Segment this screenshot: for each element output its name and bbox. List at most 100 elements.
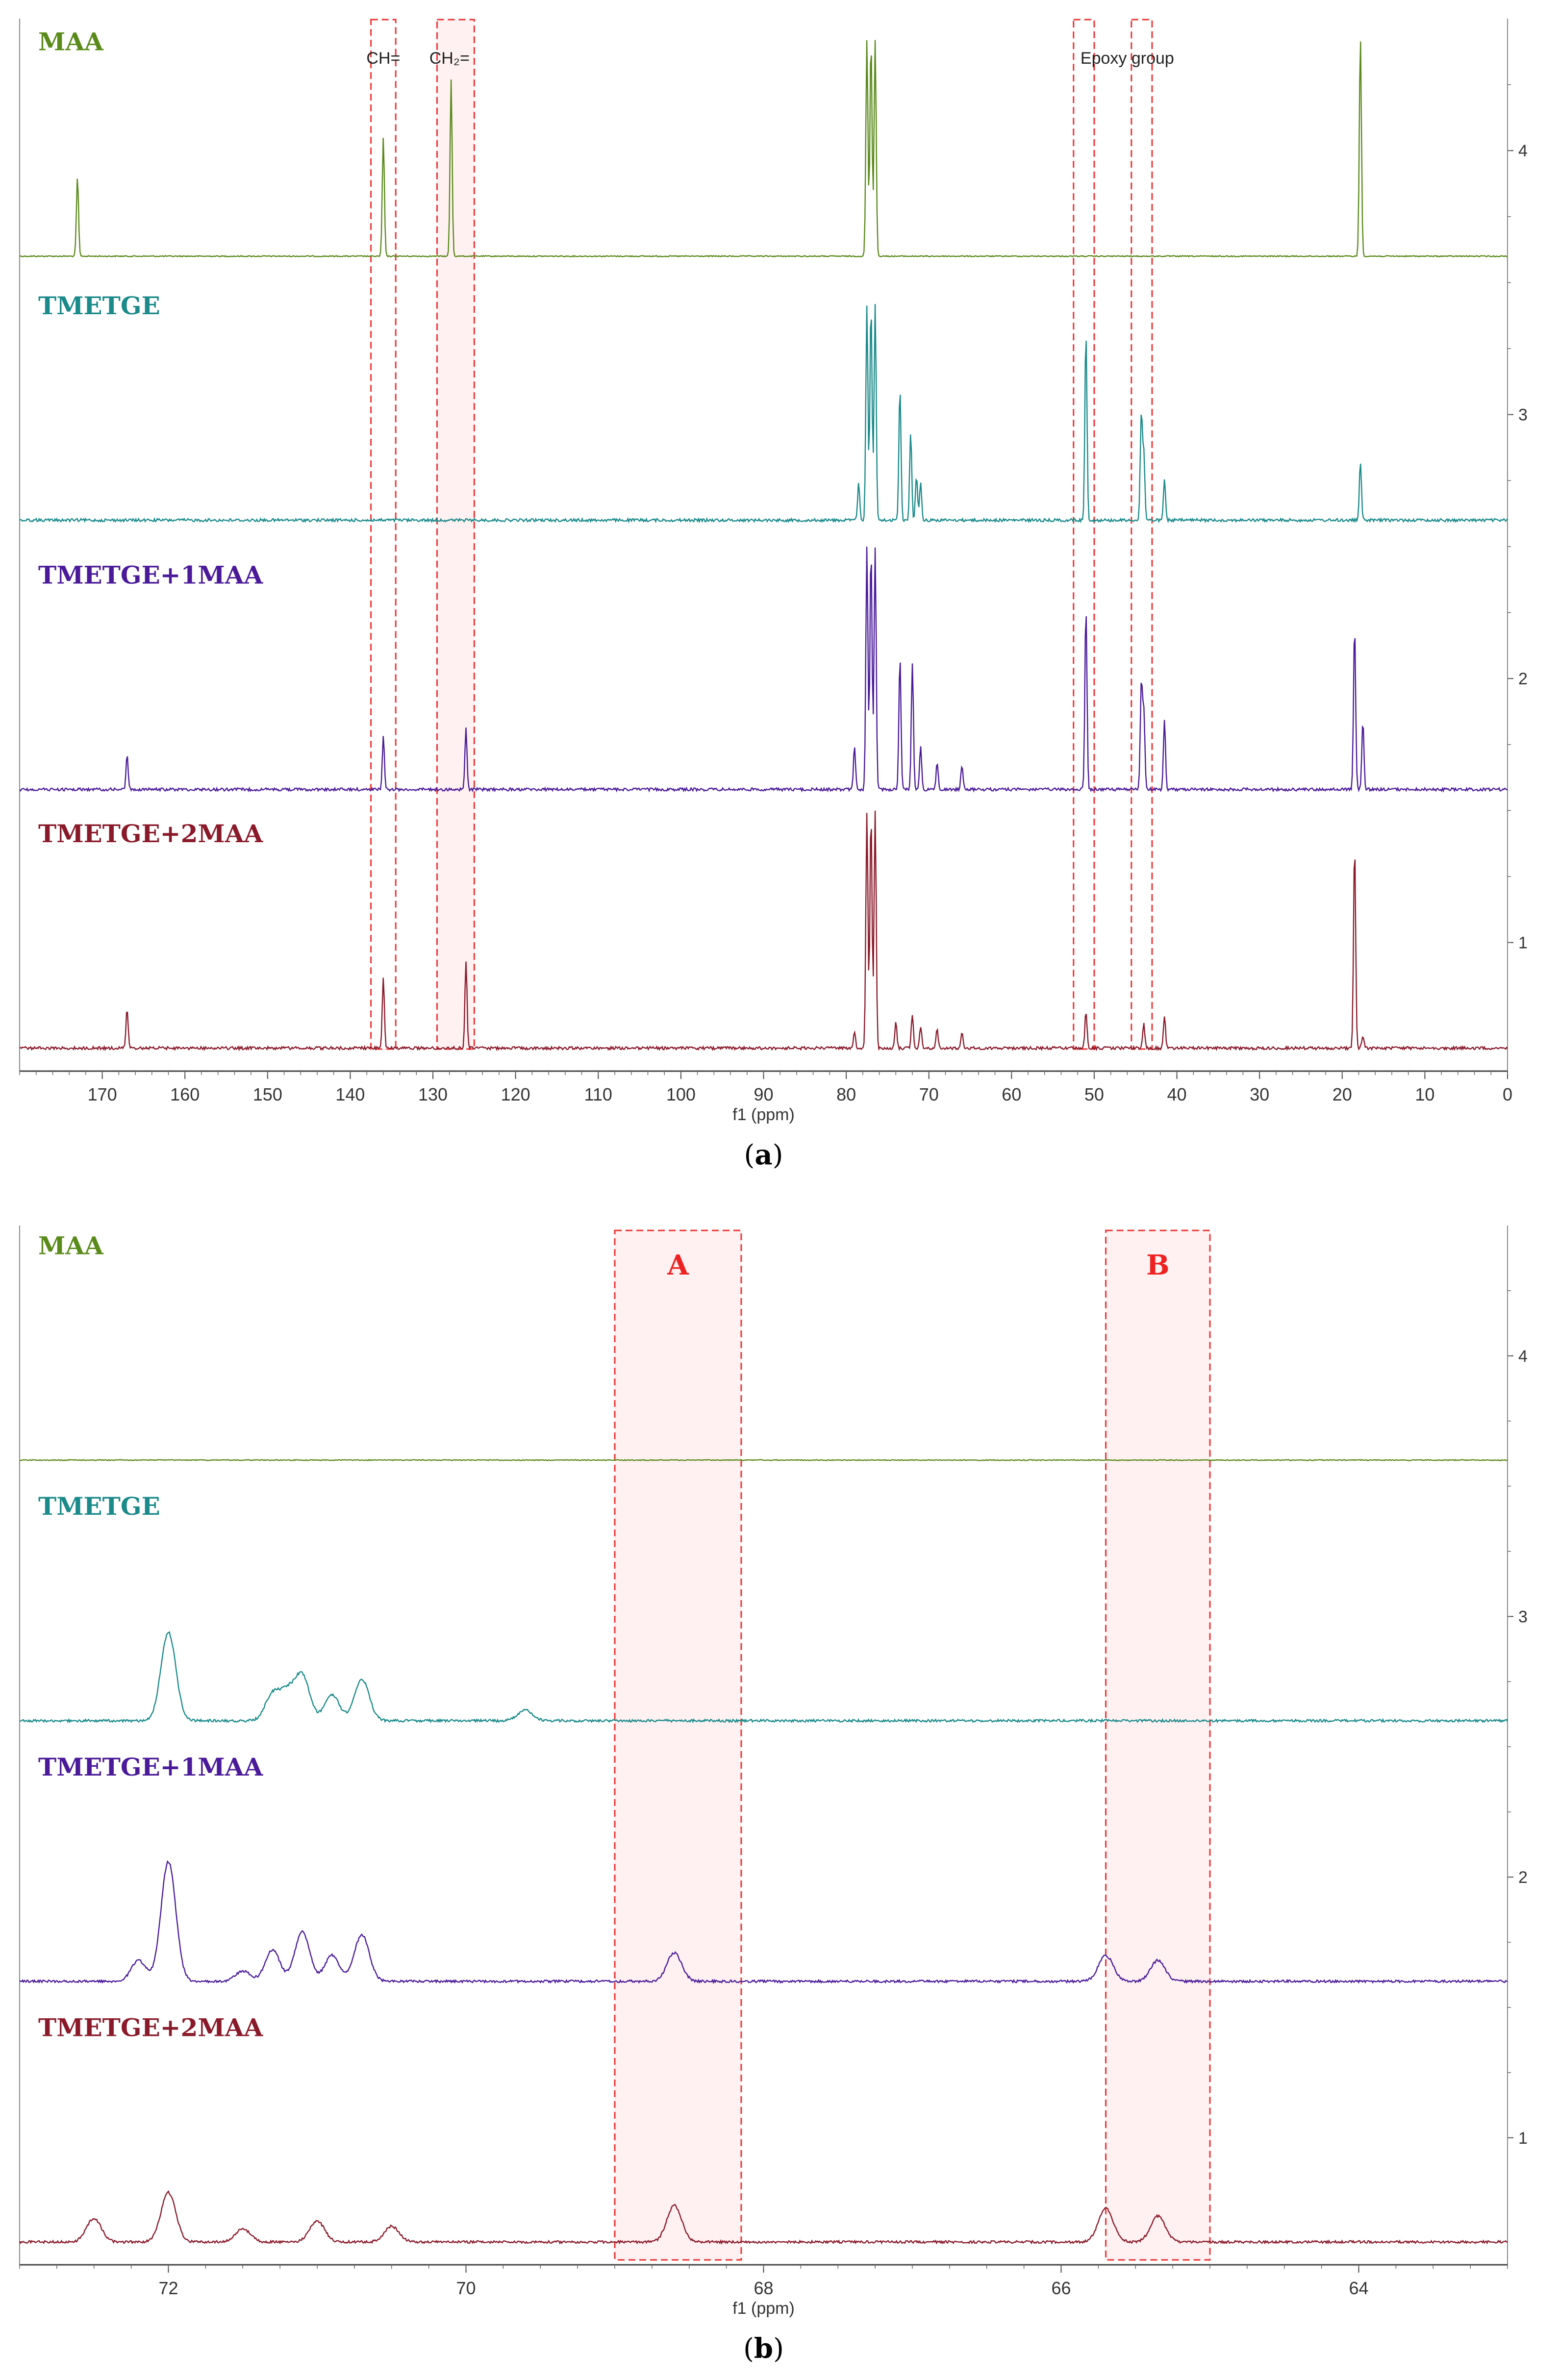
- peak-point: [920, 482, 922, 484]
- panel-label-paren: ): [773, 2333, 784, 2365]
- spectrum-line: [19, 40, 1508, 258]
- panel-label-paren: (: [744, 1139, 754, 1171]
- peak-point: [910, 432, 912, 434]
- peak-point: [382, 976, 384, 978]
- peak-point: [316, 2220, 318, 2222]
- peak-point: [382, 136, 384, 138]
- peak-point: [168, 1860, 170, 1862]
- series-label: MAA: [38, 1231, 104, 1260]
- x-tick-label: 80: [836, 1084, 856, 1104]
- peak-point: [899, 387, 901, 389]
- peak-point: [1143, 453, 1145, 455]
- series-label: TMETGE: [38, 1492, 160, 1521]
- peak-point: [1354, 844, 1356, 846]
- peak-point: [1140, 414, 1142, 416]
- peak-point: [1354, 625, 1356, 627]
- peak-point: [286, 1694, 288, 1696]
- peak-point: [302, 1676, 303, 1678]
- peak-point: [899, 656, 901, 658]
- y-tick-label: 4: [1518, 142, 1528, 160]
- highlight-region: [1105, 1229, 1211, 2261]
- panel-label: (a): [744, 1139, 783, 1171]
- series-label: MAA: [38, 27, 104, 56]
- peak-point: [465, 960, 467, 962]
- peak-point: [1105, 1954, 1107, 1956]
- x-tick-label: 10: [1415, 1084, 1434, 1104]
- peak-point: [961, 1031, 963, 1033]
- peak-point: [874, 809, 876, 811]
- peak-point: [866, 546, 868, 548]
- x-tick-label: 170: [88, 1084, 117, 1104]
- peak-point: [866, 39, 868, 41]
- x-tick-label: 40: [1167, 1084, 1187, 1104]
- x-tick-label: 130: [418, 1084, 448, 1104]
- peak-point: [168, 1631, 170, 1633]
- peak-point: [272, 1949, 274, 1951]
- peak-point: [920, 746, 922, 748]
- peak-point: [242, 2228, 244, 2230]
- series-label: TMETGE: [38, 291, 160, 320]
- peak-point: [874, 546, 876, 548]
- peak-point: [936, 1028, 938, 1030]
- region-label: A: [667, 1249, 689, 1281]
- x-tick-label: 120: [501, 1084, 530, 1104]
- x-tick-label: 150: [253, 1084, 282, 1104]
- peak-point: [870, 546, 872, 548]
- x-tick-label: 0: [1503, 1084, 1512, 1104]
- x-tick-label: 20: [1333, 1084, 1352, 1104]
- peak-point: [870, 39, 872, 41]
- x-tick-label: 64: [1349, 2278, 1368, 2298]
- peak-point: [1362, 1034, 1364, 1036]
- peak-point: [1163, 1015, 1165, 1017]
- x-axis-label: f1 (ppm): [732, 1105, 795, 1124]
- peak-point: [1085, 332, 1087, 334]
- peak-point: [126, 754, 128, 756]
- x-tick-label: 50: [1084, 1084, 1104, 1104]
- panel-label-letter: b: [754, 2332, 773, 2365]
- peak-point: [272, 1694, 274, 1696]
- highlight-region: [370, 19, 397, 1050]
- peak-point: [391, 2226, 393, 2228]
- peak-point: [1359, 461, 1361, 463]
- peak-point: [854, 1031, 855, 1033]
- spectrum-line: [19, 1459, 1508, 1461]
- peak-point: [382, 736, 384, 738]
- peak-point: [911, 1013, 913, 1015]
- highlight-region: [436, 19, 475, 1050]
- peak-point: [961, 765, 963, 767]
- x-tick-label: 90: [754, 1084, 773, 1104]
- spectrum-line: [19, 547, 1508, 793]
- x-tick-label: 66: [1051, 2278, 1071, 2298]
- peak-point: [895, 1021, 897, 1023]
- series-label: TMETGE+1MAA: [38, 560, 264, 589]
- peak-annotation: CH=: [366, 49, 400, 68]
- peak-point: [331, 1694, 333, 1696]
- peak-point: [76, 176, 78, 178]
- x-axis-label: f1 (ppm): [732, 2299, 795, 2318]
- panel-label-letter: a: [754, 1139, 772, 1171]
- x-tick-label: 72: [158, 2278, 178, 2298]
- peak-point: [920, 1026, 922, 1028]
- peak-point: [168, 2191, 170, 2193]
- peak-point: [874, 39, 876, 41]
- peak-point: [857, 482, 859, 484]
- panel-label-paren: (: [743, 2333, 754, 2365]
- highlight-region: [614, 1229, 742, 2261]
- peak-point: [302, 1931, 303, 1933]
- peak-point: [866, 809, 868, 811]
- peak-point: [126, 1007, 128, 1009]
- peak-point: [1157, 2215, 1159, 2217]
- x-tick-label: 30: [1250, 1084, 1269, 1104]
- y-tick-label: 3: [1518, 1607, 1528, 1626]
- x-tick-label: 60: [1002, 1084, 1021, 1104]
- spectrum-line: [19, 2190, 1508, 2245]
- series-label: TMETGE+2MAA: [38, 819, 264, 848]
- peak-point: [1359, 36, 1361, 38]
- peak-point: [1143, 709, 1145, 711]
- peak-annotation: CH₂=: [429, 49, 470, 68]
- peak-point: [465, 728, 467, 730]
- peak-point: [1163, 720, 1165, 722]
- peak-point: [1140, 683, 1142, 685]
